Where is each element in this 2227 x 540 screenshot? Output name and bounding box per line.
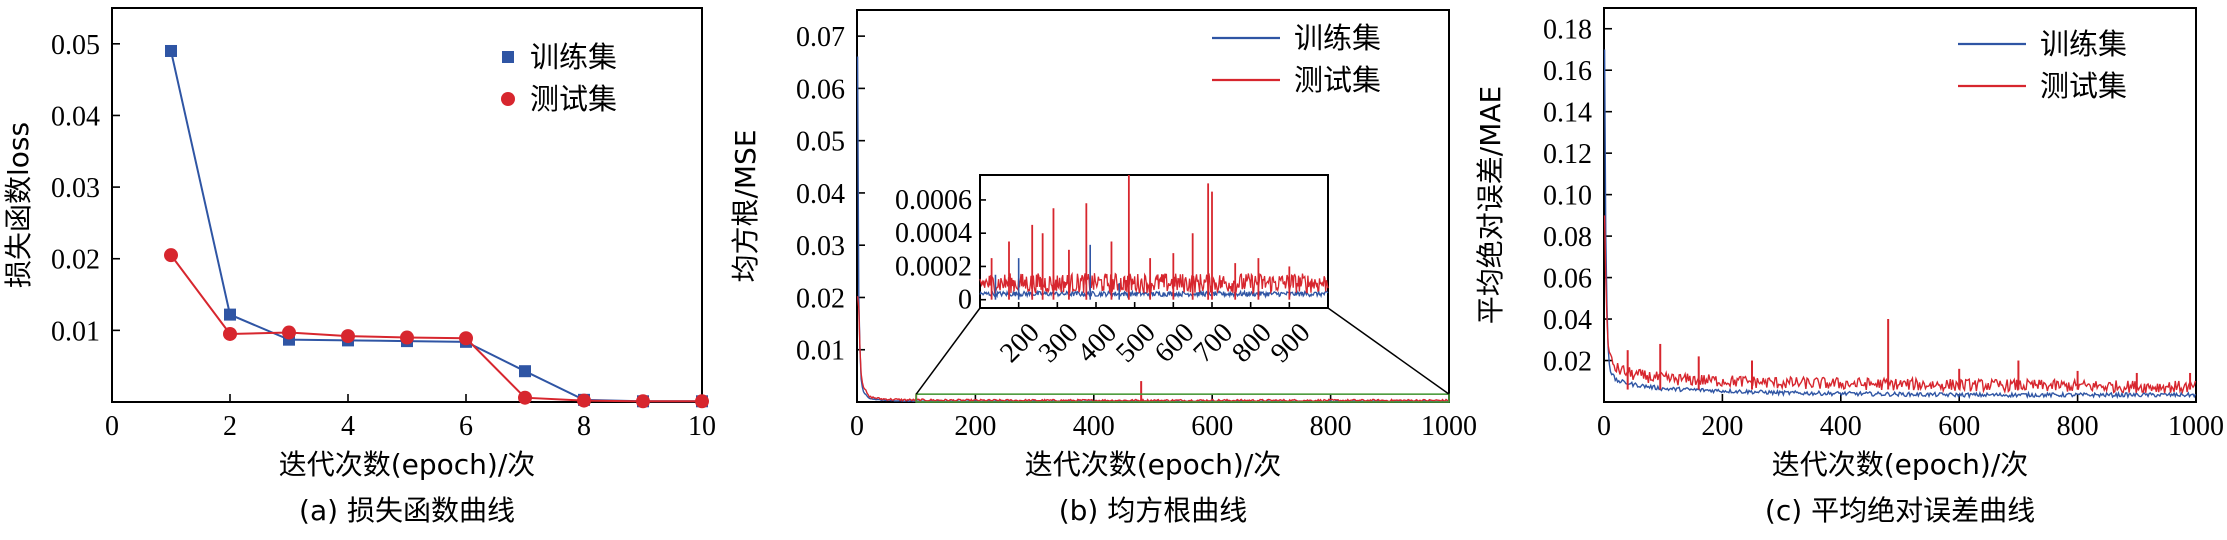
x-tick-label: 400 bbox=[1073, 411, 1115, 442]
legend-label: 训练集 bbox=[1294, 21, 1381, 55]
y-tick-label: 0.18 bbox=[1543, 15, 1592, 46]
panel-b-mse-chart: 0 200 400 600 800 1000 0.01 0.02 0.03 0.04 0.05 0.0… bbox=[729, 9, 1477, 527]
y-tick-label: 0.14 bbox=[1543, 98, 1592, 129]
x-tick-label: 2 bbox=[223, 411, 237, 442]
inset-y-tick-label: 0.0004 bbox=[895, 218, 972, 249]
plot-frame bbox=[111, 7, 703, 403]
test-point bbox=[164, 248, 178, 263]
zoom-region bbox=[915, 393, 1450, 403]
zoom-connector bbox=[1327, 307, 1450, 395]
y-tick-label: 0.01 bbox=[796, 336, 845, 367]
inset-chart: 00.00020.00040.0006200300400500600700800… bbox=[895, 174, 1329, 369]
y-tick-label: 0.04 bbox=[1543, 305, 1592, 336]
inset-y-tick-label: 0.0002 bbox=[895, 251, 972, 282]
x-axis-label: 迭代次数(epoch)/次 bbox=[1772, 448, 2029, 481]
x-tick-label: 4 bbox=[341, 411, 355, 442]
panel-c-mae-chart: 0 200 400 600 800 1000 0.02 0.04 0.06 0.08 0.10 0.1… bbox=[1474, 7, 2224, 527]
x-tick-label: 800 bbox=[1310, 411, 1352, 442]
y-tick-label: 0.03 bbox=[51, 173, 100, 204]
x-tick-label: 600 bbox=[1938, 411, 1980, 442]
y-tick-label: 0.10 bbox=[1543, 181, 1592, 212]
y-tick-label: 0.04 bbox=[796, 179, 845, 210]
legend-label: 训练集 bbox=[2040, 27, 2127, 61]
y-tick-label: 0.03 bbox=[796, 231, 845, 262]
test-point bbox=[577, 393, 591, 408]
legend-label: 训练集 bbox=[530, 40, 617, 74]
x-tick-label: 1000 bbox=[1421, 411, 1477, 442]
x-tick-label: 0 bbox=[1597, 411, 1611, 442]
test-point bbox=[282, 325, 296, 340]
y-tick-label: 0.04 bbox=[51, 101, 100, 132]
x-axis-label: 迭代次数(epoch)/次 bbox=[279, 448, 536, 481]
plot-frame bbox=[1603, 7, 2197, 403]
x-tick-label: 6 bbox=[459, 411, 473, 442]
y-tick-label: 0.02 bbox=[796, 283, 845, 314]
y-tick-label: 0.06 bbox=[796, 74, 845, 105]
test-curve bbox=[856, 296, 1449, 403]
x-tick-label: 0 bbox=[105, 411, 119, 442]
y-tick-label: 0.06 bbox=[1543, 264, 1592, 295]
y-tick-label: 0.12 bbox=[1543, 139, 1592, 170]
train-line bbox=[170, 50, 702, 403]
legend-label: 测试集 bbox=[530, 82, 617, 116]
legend-train-marker bbox=[502, 51, 514, 63]
panel-caption: (c) 平均绝对误差曲线 bbox=[1765, 494, 2035, 527]
x-tick-label: 800 bbox=[2057, 411, 2099, 442]
x-tick-label: 8 bbox=[577, 411, 591, 442]
x-axis-label: 迭代次数(epoch)/次 bbox=[1025, 448, 1282, 481]
x-tick-label: 1000 bbox=[2168, 411, 2224, 442]
inset-train-curve bbox=[979, 288, 1329, 299]
y-axis-label: 均方根/MSE bbox=[729, 129, 762, 282]
legend-label: 测试集 bbox=[2040, 69, 2127, 103]
x-tick-label: 200 bbox=[1701, 411, 1743, 442]
x-tick-label: 10 bbox=[688, 411, 716, 442]
test-point bbox=[400, 330, 414, 345]
panel-caption: (a) 损失函数曲线 bbox=[299, 494, 515, 527]
inset-x-tick-label: 900 bbox=[1265, 317, 1317, 369]
legend-test-marker bbox=[501, 92, 515, 106]
y-tick-label: 0.05 bbox=[796, 127, 845, 158]
panel-caption: (b) 均方根曲线 bbox=[1059, 494, 1248, 527]
test-point bbox=[223, 326, 237, 341]
y-axis-label: 损失函数loss bbox=[2, 122, 35, 288]
y-tick-label: 0.02 bbox=[51, 245, 100, 276]
test-point bbox=[518, 390, 532, 405]
y-tick-label: 0.05 bbox=[51, 30, 100, 61]
train-point bbox=[165, 44, 177, 57]
inset-test-curve bbox=[979, 271, 1329, 296]
test-curve bbox=[1603, 215, 2197, 395]
test-point bbox=[695, 394, 709, 409]
y-tick-label: 0.16 bbox=[1543, 56, 1592, 87]
y-axis-label: 平均绝对误差/MAE bbox=[1474, 86, 1507, 324]
train-curve bbox=[1603, 49, 2197, 400]
y-tick-label: 0.07 bbox=[796, 22, 845, 53]
legend-label: 测试集 bbox=[1294, 63, 1381, 97]
test-point bbox=[341, 329, 355, 344]
y-tick-label: 0.01 bbox=[51, 316, 100, 347]
x-tick-label: 200 bbox=[954, 411, 996, 442]
test-point bbox=[459, 331, 473, 346]
y-tick-label: 0.02 bbox=[1543, 347, 1592, 378]
train-point bbox=[519, 365, 531, 378]
inset-y-tick-label: 0 bbox=[958, 285, 972, 316]
inset-y-tick-label: 0.0006 bbox=[895, 185, 972, 216]
panel-a-loss-chart: 0 2 4 6 8 10 0.01 0.02 0.03 0.04 0.05 迭代次数(epoch)/次… bbox=[2, 7, 716, 527]
y-tick-label: 0.08 bbox=[1543, 222, 1592, 253]
test-point bbox=[636, 394, 650, 409]
train-point bbox=[224, 308, 236, 321]
zoom-connector bbox=[915, 307, 981, 395]
x-tick-label: 0 bbox=[850, 411, 864, 442]
x-tick-label: 400 bbox=[1820, 411, 1862, 442]
test-line bbox=[170, 254, 702, 403]
x-tick-label: 600 bbox=[1191, 411, 1233, 442]
